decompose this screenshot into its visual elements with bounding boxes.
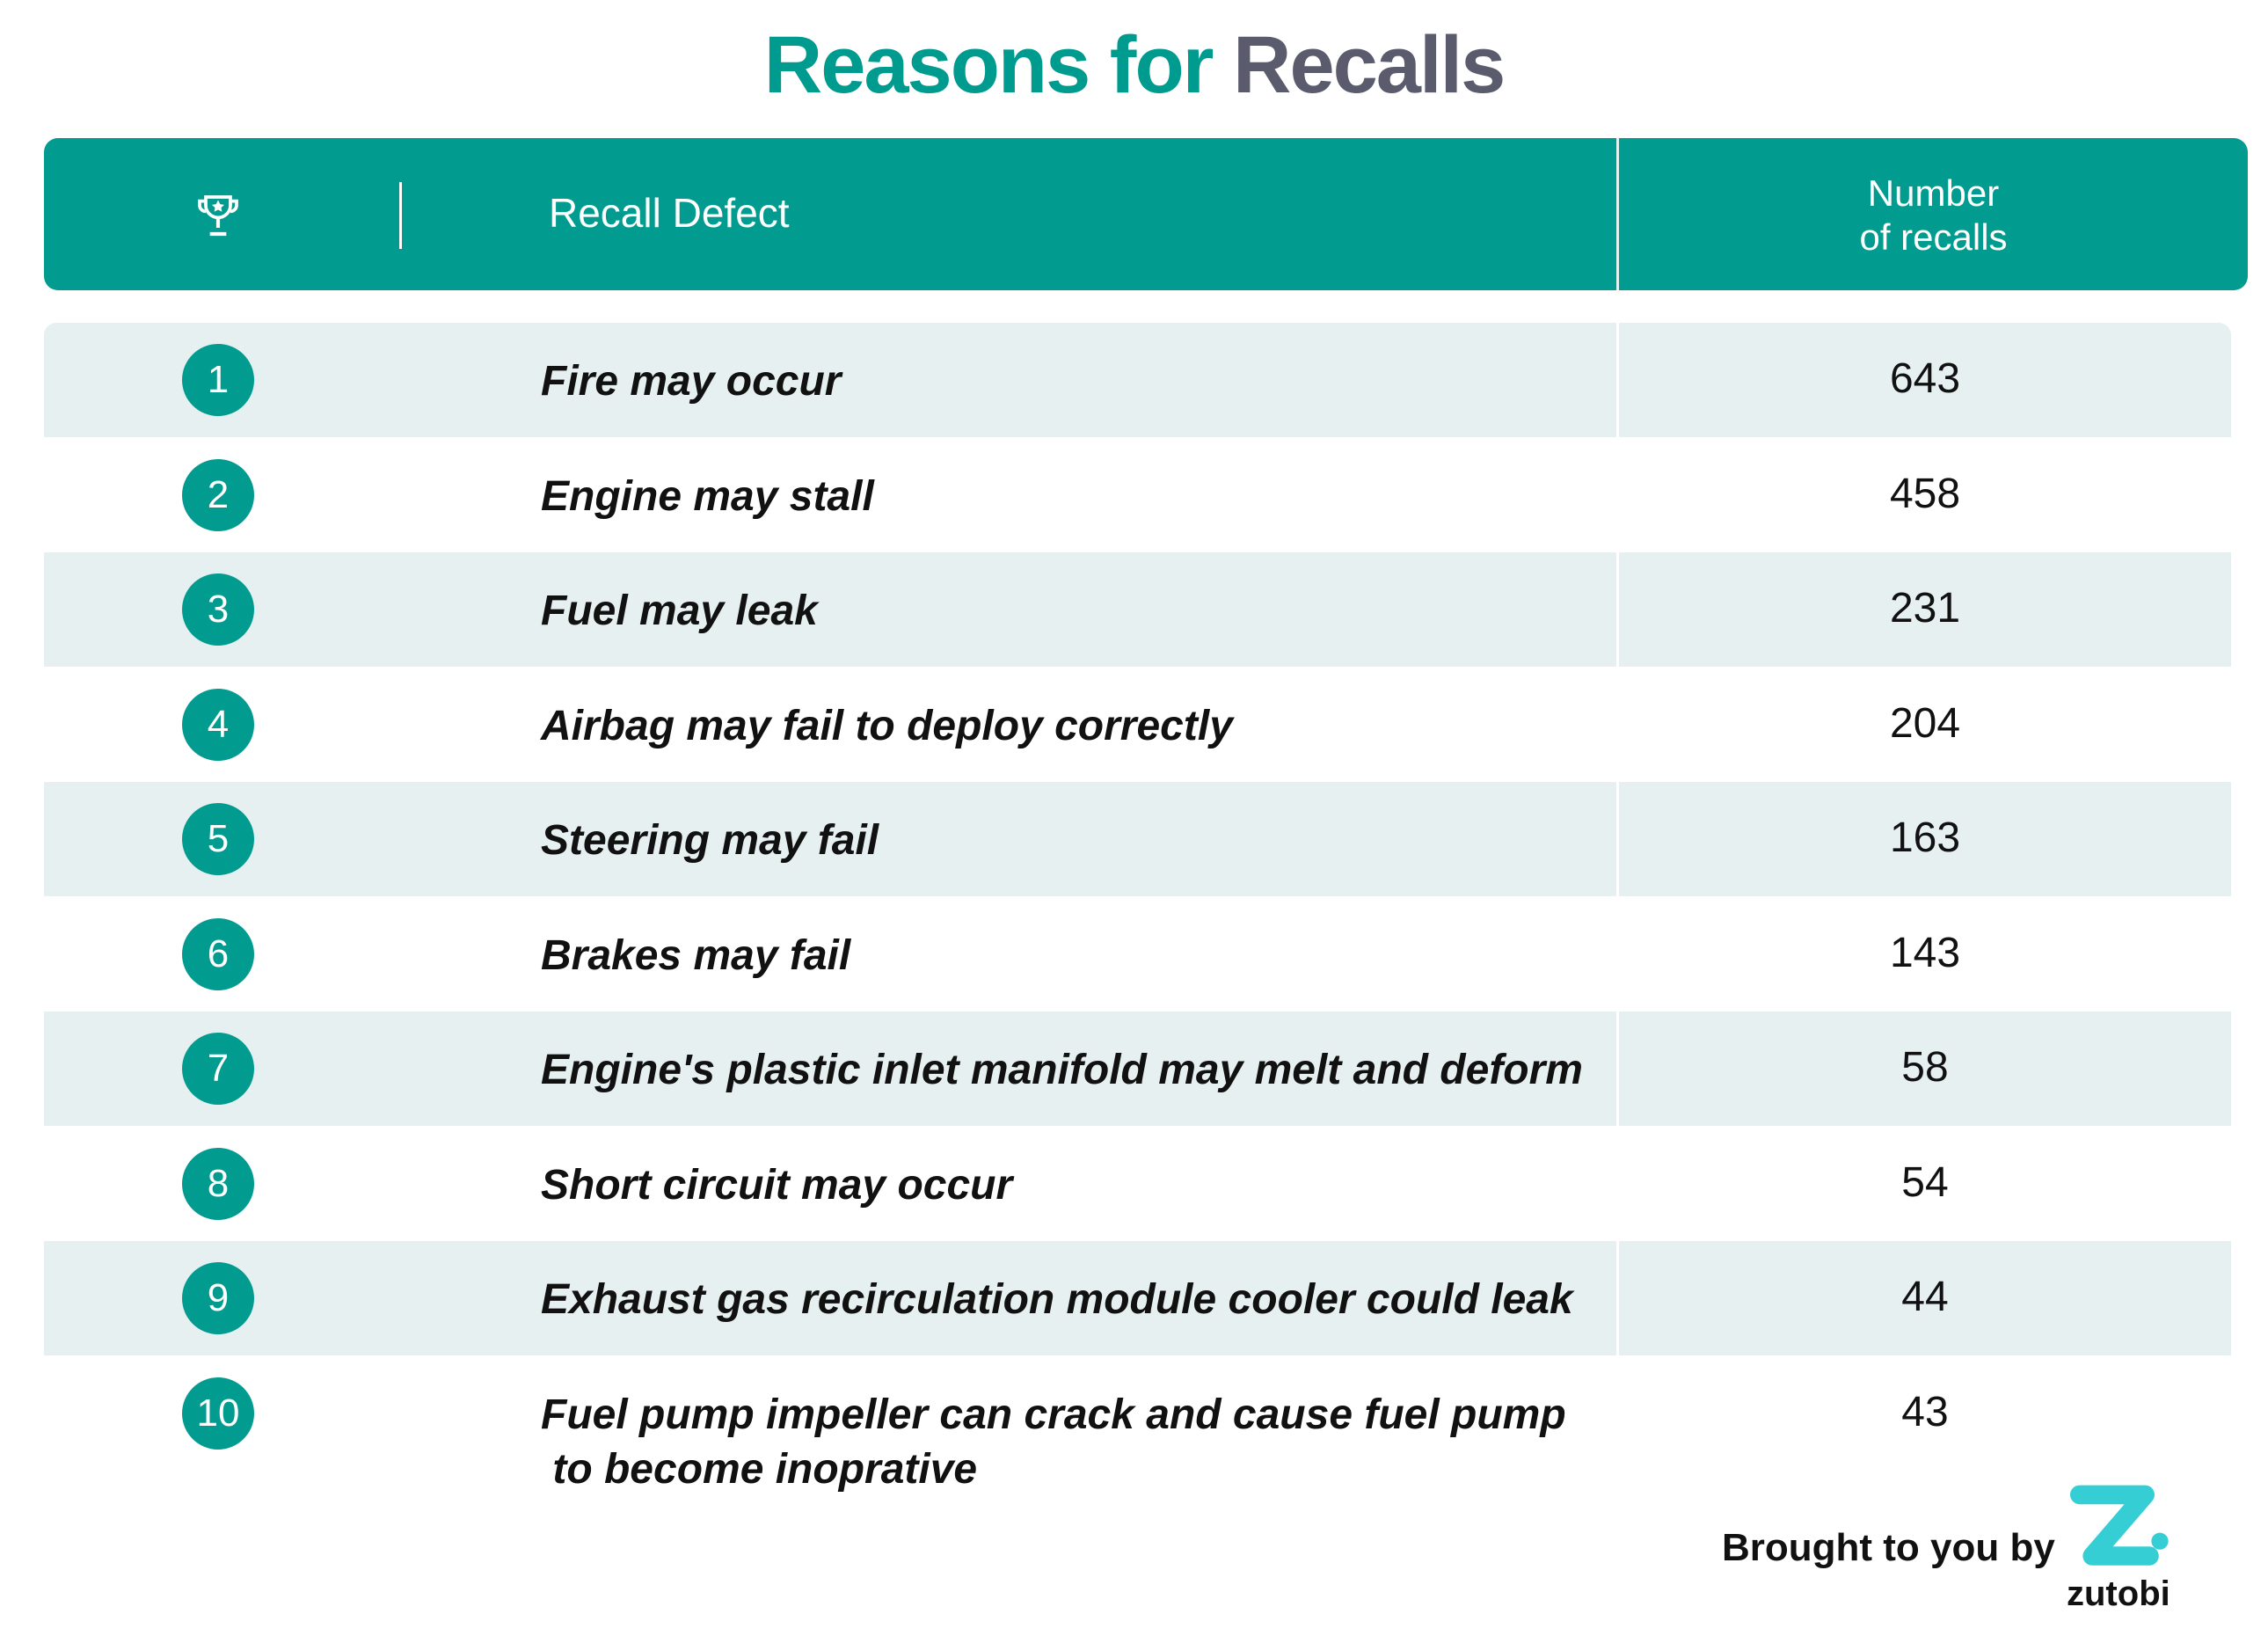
count-column-header: Number of recalls [1619, 172, 2248, 259]
page-title: Reasons for Recalls [0, 19, 2268, 112]
column-divider [1616, 1012, 1619, 1126]
defect-text: Exhaust gas recirculation module cooler … [541, 1276, 1573, 1323]
defect-text: Engine's plastic inlet manifold may melt… [541, 1047, 1583, 1093]
title-part-1: Reasons for [763, 20, 1214, 110]
recall-count: 458 [1889, 470, 1961, 517]
footer-text: Brought to you by [1722, 1526, 2055, 1569]
title-part-2: Recalls [1233, 20, 1506, 110]
table-row: 5 Steering may fail 163 [44, 782, 2231, 896]
rank-badge: 10 [182, 1377, 254, 1450]
recall-count: 204 [1889, 699, 1961, 747]
recall-count: 58 [1901, 1044, 1949, 1091]
defect-text: Airbag may fail to deploy correctly [541, 702, 1233, 749]
defect-text: Fire may occur [541, 358, 842, 405]
recall-count: 231 [1889, 585, 1961, 632]
column-divider [1616, 138, 1619, 290]
rank-badge: 9 [182, 1262, 254, 1334]
recall-count: 143 [1889, 929, 1961, 976]
defect-column-header: Recall Defect [549, 190, 790, 236]
rank-badge: 4 [182, 688, 254, 761]
defect-text: Brakes may fail [541, 931, 851, 979]
recall-count: 43 [1901, 1388, 1949, 1435]
table-row: 3 Fuel may leak 231 [44, 552, 2231, 667]
rank-badge: 6 [182, 917, 254, 990]
defect-text: Steering may fail [541, 817, 879, 864]
recall-count: 163 [1889, 814, 1961, 861]
count-header-line-2: of recalls [1859, 216, 2008, 258]
rank-badge: 7 [182, 1033, 254, 1105]
header-divider [399, 182, 402, 249]
logo-text: zutobi [2067, 1574, 2170, 1613]
column-divider [1616, 1241, 1619, 1355]
trophy-icon [198, 195, 238, 237]
column-divider [1616, 896, 1619, 1012]
column-divider [1616, 1126, 1619, 1241]
rank-badge: 2 [182, 458, 254, 531]
recall-count: 44 [1901, 1274, 1949, 1320]
count-header-line-1: Number [1867, 172, 2000, 214]
recall-count: 54 [1901, 1158, 1949, 1206]
defect-text: Fuel may leak [541, 588, 818, 634]
rank-badge: 1 [182, 344, 254, 416]
column-divider [1616, 437, 1619, 552]
column-divider [1616, 552, 1619, 667]
rank-badge: 3 [182, 573, 254, 646]
table-row: 6 Brakes may fail 143 [44, 896, 2231, 1012]
defect-text: Fuel pump impeller can crack and cause f… [541, 1391, 1566, 1493]
column-divider [1616, 1355, 1619, 1471]
defect-text: Engine may stall [541, 472, 874, 520]
table-row: 9 Exhaust gas recirculation module cooler… [44, 1241, 2231, 1355]
column-divider [1616, 323, 1619, 437]
table-row: 4 Airbag may fail to deploy correctly 204 [44, 667, 2231, 782]
table-row: 10 Fuel pump impeller can crack and cause… [44, 1355, 2231, 1493]
table-row: 8 Short circuit may occur 54 [44, 1126, 2231, 1241]
rank-badge: 8 [182, 1147, 254, 1220]
column-divider [1616, 667, 1619, 782]
table-row: 2 Engine may stall 458 [44, 437, 2231, 552]
table-row: 7 Engine's plastic inlet manifold may mel… [44, 1012, 2231, 1126]
recall-count: 643 [1889, 355, 1961, 402]
column-divider [1616, 782, 1619, 896]
defect-text: Short circuit may occur [541, 1161, 1013, 1209]
table-row: 1 Fire may occur 643 [44, 323, 2231, 437]
rank-badge: 5 [182, 803, 254, 875]
table-header: Recall Defect Number of recalls [44, 138, 2248, 290]
zutobi-logo [2070, 1485, 2169, 1566]
